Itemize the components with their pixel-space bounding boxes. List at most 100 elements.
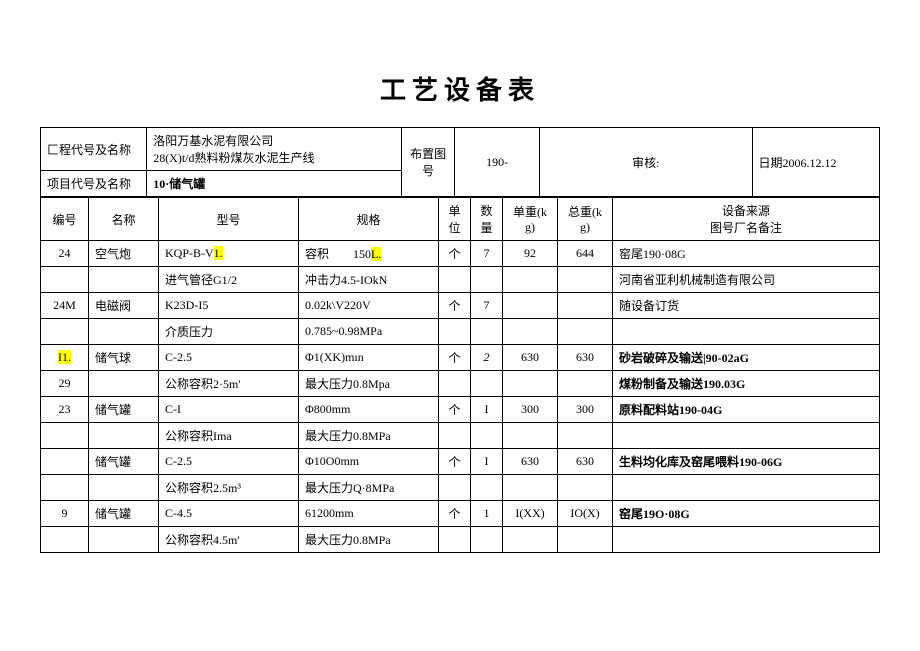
- table-row: 介质压力0.785~0.98MPa: [41, 319, 880, 345]
- cell-model: K23D-I5: [159, 293, 299, 319]
- proj-label: 项目代号及名称: [41, 171, 147, 197]
- cell-model: 介质压力: [159, 319, 299, 345]
- cell-model: C-2.5: [159, 345, 299, 371]
- cell-tw: [558, 423, 613, 449]
- cell-spec: 最大压力0.8MPa: [299, 527, 439, 553]
- cell-tw: [558, 267, 613, 293]
- cell-model: 公称容积2·5m': [159, 371, 299, 397]
- cell-uw: [503, 371, 558, 397]
- cell-qty: 1: [471, 501, 503, 527]
- cell-unit: 个: [439, 345, 471, 371]
- cell-spec: Φ1(XK)mın: [299, 345, 439, 371]
- cell-unit: 个: [439, 293, 471, 319]
- cell-name: [89, 371, 159, 397]
- cell-tw: [558, 319, 613, 345]
- cell-qty: [471, 371, 503, 397]
- eng-value: 洛阳万基水泥有限公司 28(X)t/d熟料粉煤灰水泥生产线: [147, 128, 402, 171]
- cell-spec: 0.02k\V220V: [299, 293, 439, 319]
- cell-qty: [471, 527, 503, 553]
- cell-tw: [558, 293, 613, 319]
- cell-uw: 630: [503, 449, 558, 475]
- cell-no: 24M: [41, 293, 89, 319]
- cell-name: 储气罐: [89, 449, 159, 475]
- cell-unit: [439, 371, 471, 397]
- cell-model: C-4.5: [159, 501, 299, 527]
- cell-model: 公称容积2.5m³: [159, 475, 299, 501]
- table-row: I1.储气球C-2.5Φ1(XK)mın个2630630砂岩破碎及输送|90-0…: [41, 345, 880, 371]
- col-name: 名称: [89, 198, 159, 241]
- table-row: 公称容积2.5m³最大压力Q·8MPa: [41, 475, 880, 501]
- table-row: 24M电磁阀K23D-I50.02k\V220V个7随设备订货: [41, 293, 880, 319]
- cell-unit: 个: [439, 241, 471, 267]
- cell-uw: 300: [503, 397, 558, 423]
- audit-label: 审核:: [540, 128, 752, 197]
- cell-qty: I: [471, 449, 503, 475]
- cell-model: KQP-B-V1.: [159, 241, 299, 267]
- cell-uw: [503, 293, 558, 319]
- page-title: 工艺设备表: [40, 70, 880, 107]
- cell-qty: [471, 267, 503, 293]
- cell-name: [89, 475, 159, 501]
- cell-unit: [439, 527, 471, 553]
- cell-uw: [503, 423, 558, 449]
- cell-unit: [439, 475, 471, 501]
- col-uw: 单重(kg): [503, 198, 558, 241]
- cell-unit: 个: [439, 501, 471, 527]
- eng-label: 匚程代号及名称: [41, 128, 147, 171]
- cell-uw: 630: [503, 345, 558, 371]
- cell-src: 河南省亚利机械制造有限公司: [613, 267, 880, 293]
- cell-no: [41, 475, 89, 501]
- cell-name: [89, 423, 159, 449]
- col-model: 型号: [159, 198, 299, 241]
- cell-no: I1.: [41, 345, 89, 371]
- col-unit: 单位: [439, 198, 471, 241]
- main-table: 编号 名称 型号 规格 单位 数量 单重(kg) 总重(kg) 设备来源 图号厂…: [40, 197, 880, 553]
- cell-tw: [558, 371, 613, 397]
- cell-no: [41, 267, 89, 293]
- cell-qty: [471, 423, 503, 449]
- col-tw: 总重(kg): [558, 198, 613, 241]
- cell-qty: [471, 475, 503, 501]
- cell-src: [613, 319, 880, 345]
- cell-name: [89, 527, 159, 553]
- cell-src: [613, 527, 880, 553]
- cell-uw: 92: [503, 241, 558, 267]
- cell-spec: Φ10O0mm: [299, 449, 439, 475]
- cell-src: 窑尾190·08G: [613, 241, 880, 267]
- cell-src: 原料配料站190-04G: [613, 397, 880, 423]
- layout-value: 190-: [455, 128, 540, 197]
- cell-qty: I: [471, 397, 503, 423]
- cell-spec: 0.785~0.98MPa: [299, 319, 439, 345]
- cell-spec: 容积 150L.: [299, 241, 439, 267]
- table-row: 进气管径G1/2冲击力4.5-IOkN河南省亚利机械制造有限公司: [41, 267, 880, 293]
- col-qty: 数量: [471, 198, 503, 241]
- cell-tw: [558, 527, 613, 553]
- cell-src: 煤粉制备及输送190.03G: [613, 371, 880, 397]
- col-no: 编号: [41, 198, 89, 241]
- table-row: 9储气罐C-4.561200mm个1I(XX)IO(X)窑尾19O·08G: [41, 501, 880, 527]
- cell-qty: 2: [471, 345, 503, 371]
- cell-spec: 61200mm: [299, 501, 439, 527]
- proj-value: 10·储气罐: [147, 171, 402, 197]
- cell-model: 进气管径G1/2: [159, 267, 299, 293]
- table-row: 公称容积Ima最大压力0.8MPa: [41, 423, 880, 449]
- cell-model: 公称容积4.5m': [159, 527, 299, 553]
- cell-src: [613, 423, 880, 449]
- cell-name: 空气炮: [89, 241, 159, 267]
- layout-label: 布置图号: [402, 128, 455, 197]
- column-header-row: 编号 名称 型号 规格 单位 数量 单重(kg) 总重(kg) 设备来源 图号厂…: [41, 198, 880, 241]
- cell-no: [41, 449, 89, 475]
- cell-name: [89, 267, 159, 293]
- cell-name: 电磁阀: [89, 293, 159, 319]
- cell-no: 9: [41, 501, 89, 527]
- cell-no: 23: [41, 397, 89, 423]
- cell-tw: [558, 475, 613, 501]
- cell-qty: [471, 319, 503, 345]
- date-cell: 日期2006.12.12: [752, 128, 880, 197]
- cell-tw: 644: [558, 241, 613, 267]
- cell-unit: 个: [439, 449, 471, 475]
- cell-name: [89, 319, 159, 345]
- cell-unit: [439, 423, 471, 449]
- cell-src: [613, 475, 880, 501]
- cell-src: 窑尾19O·08G: [613, 501, 880, 527]
